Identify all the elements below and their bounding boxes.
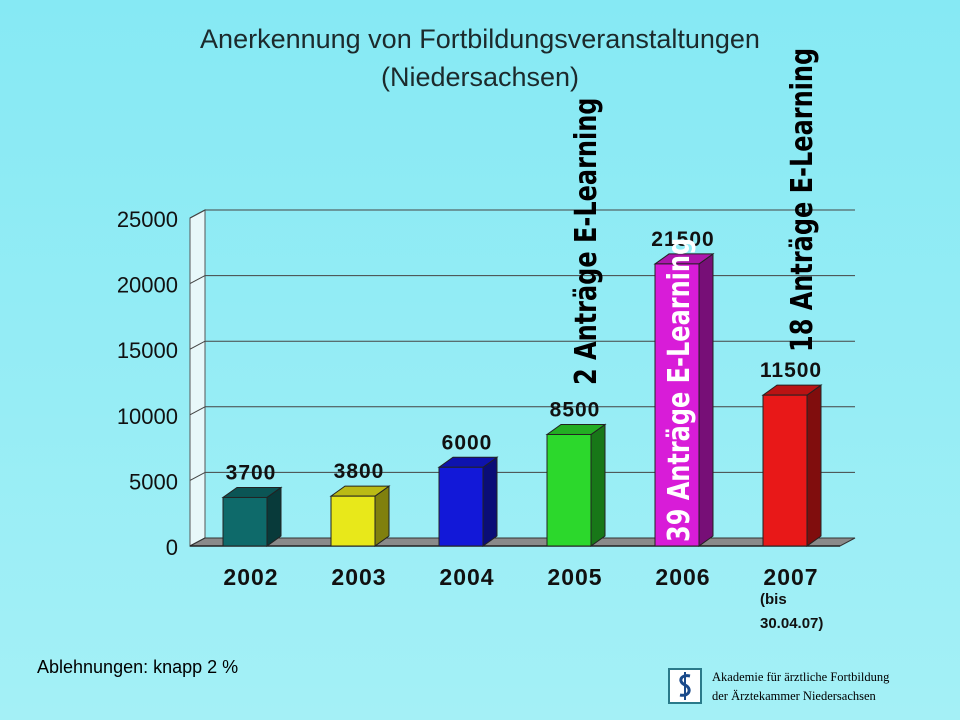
annotation-2006-inside: 39 Anträge E-Learning [662, 238, 696, 542]
category-note-line1: (bis [760, 591, 787, 608]
bar-2003 [330, 495, 376, 547]
y-tick-label: 0 [166, 535, 178, 560]
rejections-note: Ablehnungen: knapp 2 % [37, 657, 239, 677]
x-tick-label-2006: 2006 [655, 564, 710, 590]
footer-line-2: der Ärztekammer Niedersachsen [712, 689, 876, 703]
plot-left-wall [189, 209, 206, 547]
bar-2005 [546, 433, 592, 547]
gridline-wall [189, 340, 206, 350]
bar-2004 [438, 466, 484, 547]
data-label-2003: 3800 [334, 460, 385, 483]
data-label-2007: 11500 [760, 359, 822, 382]
chart-title: Anerkennung von Fortbildungsveranstaltun… [200, 24, 760, 54]
x-tick-label-2007: 2007 [763, 564, 818, 590]
chart-subtitle: (Niedersachsen) [380, 62, 580, 92]
data-label-2006: 21500 [651, 228, 714, 251]
x-tick-label-2003: 2003 [331, 564, 386, 590]
bar-2004-side [482, 456, 498, 547]
bar-2006 [654, 263, 700, 547]
data-label-2004: 6000 [442, 431, 493, 454]
data-label-2005: 8500 [550, 398, 601, 421]
bar-2005-side [590, 423, 606, 547]
y-tick-label: 25000 [117, 207, 178, 232]
gridline-wall [189, 471, 206, 481]
data-label-2002: 3700 [226, 461, 277, 484]
bar-2002 [222, 496, 268, 547]
y-tick-label: 10000 [117, 404, 178, 429]
annotation-2006-left: 2 Anträge E-Learning [569, 98, 603, 385]
bar-2007 [762, 394, 808, 547]
footer-line-1: Akademie für ärztliche Fortbildung [712, 670, 890, 684]
gridline-wall [189, 406, 206, 416]
x-tick-label-2005: 2005 [547, 564, 602, 590]
plot-floor [189, 537, 856, 547]
x-tick-label-2002: 2002 [223, 564, 278, 590]
bar-2006-side [698, 252, 714, 547]
y-tick-label: 20000 [117, 273, 178, 298]
y-tick-label: 5000 [129, 469, 178, 494]
footer-institution: Akademie für ärztliche Fortbildung der Ä… [712, 668, 889, 706]
x-tick-label-2004: 2004 [439, 564, 494, 590]
gridline-wall [189, 275, 206, 285]
gridline-wall [189, 209, 206, 219]
y-tick-label: 15000 [117, 338, 178, 363]
annotation-2007-above: 18 Anträge E-Learning [785, 48, 819, 352]
academy-logo-icon [668, 668, 702, 704]
bar-2007-side [806, 384, 822, 547]
category-note-line2: 30.04.07) [760, 615, 823, 632]
